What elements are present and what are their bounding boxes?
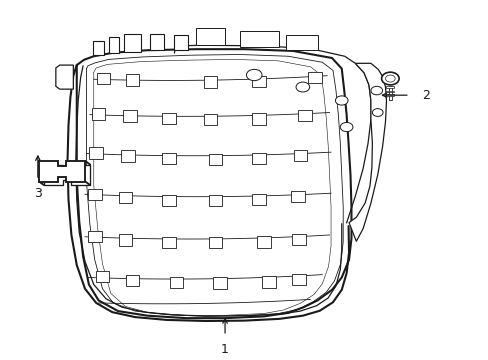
Circle shape (295, 82, 309, 92)
FancyBboxPatch shape (293, 150, 306, 161)
FancyBboxPatch shape (97, 72, 110, 84)
Bar (386, 91, 393, 93)
Polygon shape (56, 65, 73, 89)
Circle shape (385, 75, 394, 82)
Bar (388, 86, 391, 100)
Polygon shape (39, 161, 85, 181)
Circle shape (340, 122, 352, 132)
FancyBboxPatch shape (162, 113, 176, 124)
Bar (149, 34, 164, 50)
Bar (93, 41, 104, 55)
FancyBboxPatch shape (290, 191, 304, 202)
FancyBboxPatch shape (262, 276, 275, 288)
Bar (239, 31, 278, 47)
FancyBboxPatch shape (92, 108, 105, 120)
FancyBboxPatch shape (213, 278, 226, 289)
FancyBboxPatch shape (291, 274, 305, 285)
FancyBboxPatch shape (123, 111, 137, 122)
FancyBboxPatch shape (88, 189, 102, 200)
FancyBboxPatch shape (88, 231, 102, 242)
Bar (109, 37, 119, 53)
Circle shape (381, 72, 398, 85)
Bar (124, 34, 141, 51)
FancyBboxPatch shape (208, 195, 222, 206)
Text: 1: 1 (221, 343, 228, 356)
Bar (174, 35, 188, 50)
Bar (386, 86, 393, 88)
FancyBboxPatch shape (208, 154, 222, 165)
Polygon shape (44, 165, 90, 185)
FancyBboxPatch shape (118, 192, 132, 203)
Bar (285, 35, 317, 50)
FancyBboxPatch shape (252, 76, 265, 87)
FancyBboxPatch shape (208, 237, 222, 248)
FancyBboxPatch shape (96, 271, 109, 282)
FancyBboxPatch shape (125, 74, 139, 86)
Bar (196, 28, 224, 45)
FancyBboxPatch shape (203, 114, 217, 125)
FancyBboxPatch shape (252, 153, 265, 164)
Circle shape (246, 69, 262, 81)
FancyBboxPatch shape (169, 277, 183, 288)
FancyBboxPatch shape (121, 150, 134, 162)
FancyBboxPatch shape (203, 76, 217, 88)
Text: 2: 2 (421, 89, 429, 102)
FancyBboxPatch shape (298, 110, 311, 121)
Text: 3: 3 (34, 187, 41, 200)
FancyBboxPatch shape (162, 237, 176, 248)
Circle shape (370, 86, 382, 95)
FancyBboxPatch shape (162, 153, 176, 164)
FancyBboxPatch shape (252, 194, 265, 205)
FancyBboxPatch shape (162, 195, 176, 206)
Circle shape (372, 109, 382, 116)
FancyBboxPatch shape (307, 72, 321, 84)
Bar (386, 94, 393, 96)
Circle shape (335, 96, 347, 105)
Polygon shape (348, 63, 386, 241)
FancyBboxPatch shape (118, 234, 132, 246)
FancyBboxPatch shape (291, 234, 305, 245)
FancyBboxPatch shape (89, 147, 103, 158)
FancyBboxPatch shape (252, 113, 265, 125)
FancyBboxPatch shape (257, 237, 270, 248)
FancyBboxPatch shape (125, 275, 139, 286)
Polygon shape (77, 49, 351, 318)
